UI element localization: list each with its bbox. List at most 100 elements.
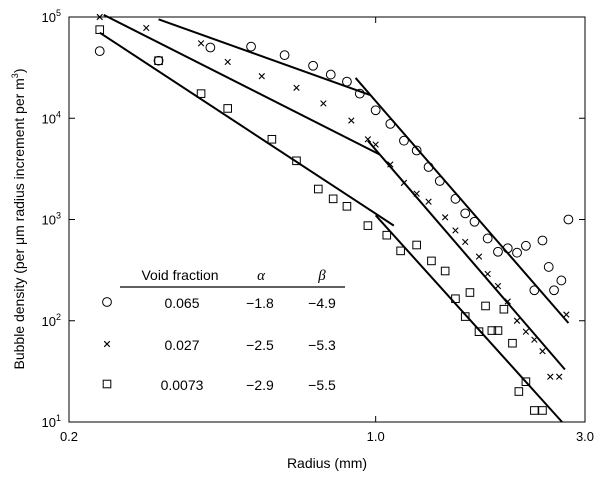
point-cross-15: [452, 227, 459, 234]
point-square-20: [487, 326, 497, 335]
point-square-19: [481, 301, 490, 311]
fit-line-cross-1: [367, 140, 566, 371]
point-circle-2: [205, 42, 216, 53]
point-cross-11: [400, 179, 408, 187]
fit-line-circle-0: [158, 18, 371, 96]
point-cross-8: [364, 136, 372, 143]
point-square-8: [342, 202, 352, 211]
point-cross-9: [372, 141, 379, 148]
legend-row-1-void-fraction: 0.027: [164, 337, 199, 353]
y-axis-label-sup: 3: [10, 73, 20, 78]
legend: Void fraction α β 0.065 −1.8 −4.9 0.027 …: [102, 267, 345, 393]
y-axis-label-suffix: ): [11, 68, 27, 73]
point-square-23: [508, 338, 517, 348]
y-axis-label-mu: μ: [11, 237, 27, 245]
point-cross-5: [293, 84, 300, 91]
point-cross-12: [413, 190, 420, 197]
y-tick-label-exp-2: 3: [56, 211, 61, 221]
point-square-18: [474, 327, 484, 336]
y-tick-label-base-2: 10: [42, 213, 56, 228]
point-circle-15: [450, 193, 461, 204]
legend-marker-square: [102, 379, 112, 389]
point-cross-0: [96, 13, 103, 21]
point-circle-18: [482, 233, 493, 244]
point-circle-0: [94, 46, 105, 57]
y-axis-label-prefix: Bubble density (per: [11, 245, 27, 370]
point-square-13: [427, 256, 436, 266]
point-cross-20: [504, 298, 511, 305]
x-axis-label: Radius (mm): [287, 455, 367, 471]
point-circle-12: [411, 145, 422, 156]
point-circle-1: [153, 55, 164, 66]
y-axis-label: Bubble density (per μm radius increment …: [10, 68, 27, 369]
point-square-3: [223, 104, 233, 113]
point-circle-17: [469, 216, 480, 227]
point-square-11: [396, 246, 405, 256]
point-circle-27: [556, 275, 567, 286]
legend-row-0-beta: −4.9: [308, 295, 336, 311]
y-tick-label-exp-3: 4: [56, 109, 61, 119]
point-square-6: [313, 184, 323, 194]
point-circle-25: [543, 262, 554, 272]
point-square-25: [521, 377, 531, 387]
legend-row-1-beta: −5.3: [308, 337, 336, 353]
point-cross-1: [143, 24, 150, 32]
y-tick-label-2: 103: [42, 211, 61, 228]
y-tick-label-base-4: 10: [42, 10, 56, 25]
point-cross-21: [513, 317, 521, 324]
point-circle-7: [342, 76, 352, 87]
point-circle-26: [549, 285, 559, 296]
point-circle-21: [512, 247, 522, 258]
point-square-12: [412, 240, 421, 250]
point-square-1: [154, 56, 163, 66]
point-square-26: [530, 406, 539, 415]
y-tick-label-base-0: 10: [42, 415, 56, 430]
point-cross-23: [531, 336, 538, 343]
y-tick-label-4: 105: [42, 8, 61, 25]
point-circle-16: [460, 208, 471, 219]
point-cross-25: [547, 373, 554, 380]
fit-line-cross-0: [103, 13, 380, 156]
fit-line-circle-1: [354, 77, 570, 324]
y-tick-label-base-1: 10: [42, 314, 56, 329]
point-cross-14: [441, 214, 449, 221]
legend-row-1-alpha: −2.5: [246, 337, 274, 353]
legend-header-alpha: α: [257, 268, 266, 284]
point-square-0: [95, 25, 105, 34]
point-square-7: [328, 194, 338, 204]
point-square-22: [499, 304, 509, 314]
point-cross-6: [320, 100, 327, 107]
point-circle-6: [325, 69, 336, 80]
legend-row-2-beta: −5.5: [308, 377, 336, 393]
y-tick-label-base-3: 10: [42, 111, 56, 126]
y-axis-label-mid: m radius increment per m: [11, 78, 27, 237]
point-cross-26: [556, 373, 563, 380]
point-cross-13: [425, 198, 432, 205]
point-circle-14: [434, 176, 445, 186]
point-cross-27: [563, 311, 570, 318]
y-tick-label-3: 104: [42, 109, 61, 126]
point-circle-28: [563, 214, 574, 225]
point-circle-13: [423, 162, 434, 172]
point-circle-4: [279, 50, 290, 61]
point-cross-24: [539, 348, 546, 355]
point-cross-3: [224, 58, 231, 66]
point-square-4: [267, 134, 277, 144]
legend-marker-cross: [103, 340, 111, 348]
point-cross-17: [475, 253, 483, 260]
point-cross-16: [462, 238, 469, 246]
point-cross-19: [494, 282, 502, 290]
point-circle-11: [399, 135, 409, 146]
legend-row-2-alpha: −2.9: [246, 377, 274, 393]
legend-header-beta: β: [317, 268, 326, 284]
point-cross-7: [348, 117, 355, 124]
legend-row-0-void-fraction: 0.065: [164, 295, 199, 311]
point-circle-24: [537, 235, 548, 246]
fit-line-square-0: [99, 31, 395, 227]
x-tick-label-2: 3.0: [576, 429, 594, 444]
point-square-17: [465, 288, 475, 297]
point-circle-22: [521, 240, 531, 251]
legend-header-void-fraction: Void fraction: [141, 267, 218, 283]
legend-row-0-alpha: −1.8: [246, 295, 274, 311]
